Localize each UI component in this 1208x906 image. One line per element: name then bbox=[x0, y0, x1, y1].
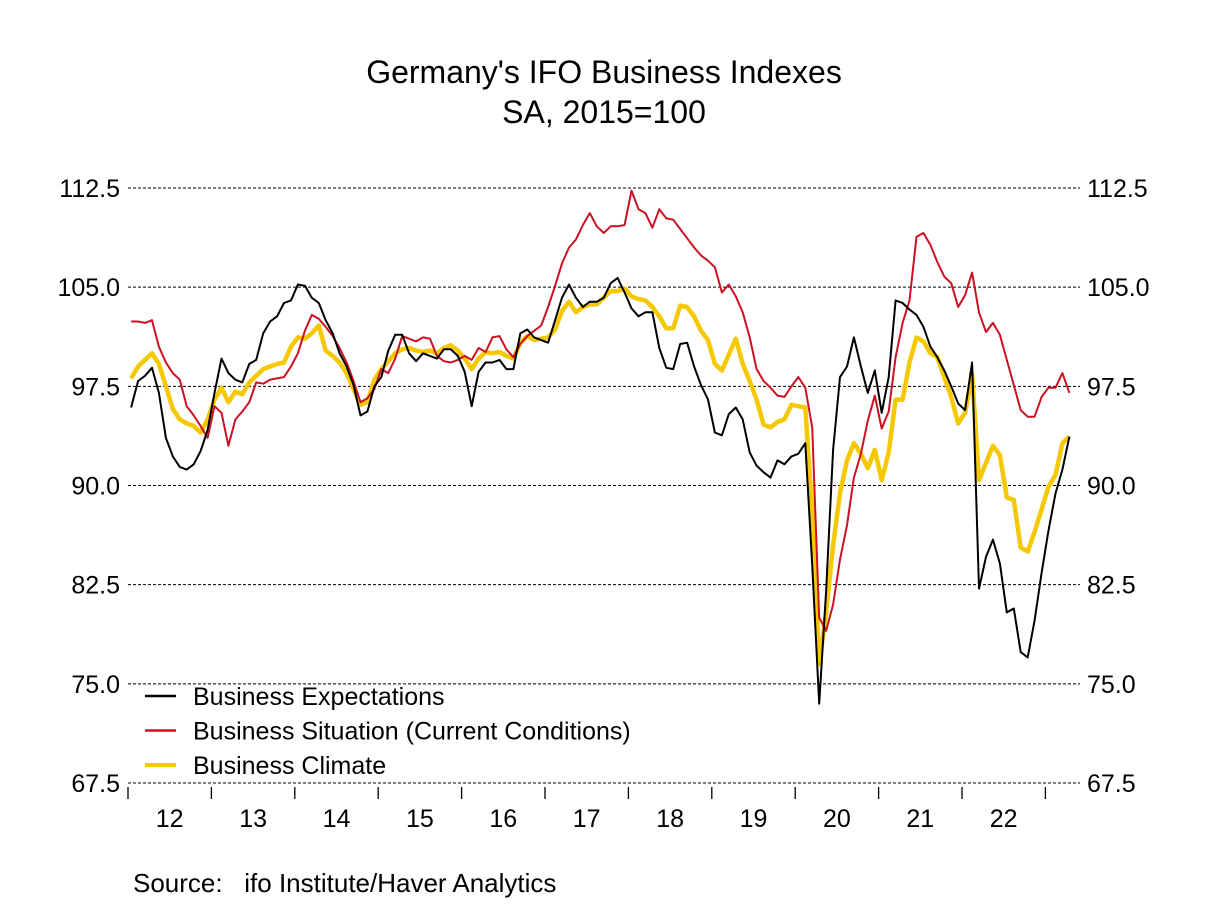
y-tick-label-left: 82.5 bbox=[71, 572, 120, 600]
y-axis-left: 67.5 75.0 82.5 90.0 97.5 105.0 112.5 bbox=[57, 175, 120, 798]
y-tick-label-left: 75.0 bbox=[71, 671, 120, 699]
x-tick-label: 16 bbox=[489, 805, 517, 833]
x-tick-label: 13 bbox=[239, 805, 267, 833]
y-tick-label-right: 90.0 bbox=[1087, 473, 1136, 501]
series-line-business-climate bbox=[129, 286, 1071, 667]
legend-label: Business Climate bbox=[193, 752, 386, 780]
y-tick-label-right: 105.0 bbox=[1087, 274, 1150, 302]
x-tick-label: 12 bbox=[156, 805, 184, 833]
legend-label: Business Situation (Current Conditions) bbox=[193, 718, 631, 746]
y-tick-label-right: 67.5 bbox=[1087, 770, 1136, 798]
x-tick-label: 22 bbox=[990, 805, 1018, 833]
x-tick-label: 19 bbox=[740, 805, 768, 833]
x-tick-label: 17 bbox=[573, 805, 601, 833]
y-tick-label-left: 97.5 bbox=[71, 373, 120, 401]
legend: Business Expectations Business Situation … bbox=[145, 683, 631, 780]
y-tick-label-right: 75.0 bbox=[1087, 671, 1136, 699]
y-axis-right: 67.5 75.0 82.5 90.0 97.5 105.0 112.5 bbox=[1087, 175, 1150, 798]
chart-subtitle: SA, 2015=100 bbox=[502, 94, 706, 130]
legend-label: Business Expectations bbox=[193, 683, 445, 711]
y-tick-label-right: 97.5 bbox=[1087, 373, 1136, 401]
x-axis: 12 13 14 15 16 17 18 19 20 21 22 bbox=[127, 787, 1047, 833]
gridlines bbox=[128, 187, 1080, 784]
x-tick-label: 18 bbox=[656, 805, 684, 833]
source-note: Source: ifo Institute/Haver Analytics bbox=[133, 868, 557, 898]
x-tick-label: 15 bbox=[406, 805, 434, 833]
chart-title: Germany's IFO Business Indexes bbox=[366, 54, 842, 90]
y-tick-label-left: 112.5 bbox=[59, 175, 120, 203]
y-tick-label-right: 112.5 bbox=[1087, 175, 1148, 203]
series-line-business-situation-current-conditions bbox=[131, 189, 1071, 632]
series-line-business-expectations bbox=[130, 276, 1071, 705]
series-lines bbox=[129, 189, 1071, 705]
x-tick-label: 21 bbox=[906, 805, 934, 833]
y-tick-label-left: 67.5 bbox=[71, 770, 120, 798]
y-tick-label-left: 90.0 bbox=[71, 473, 120, 501]
y-tick-label-left: 105.0 bbox=[57, 274, 120, 302]
x-tick-label: 14 bbox=[323, 805, 351, 833]
y-tick-label-right: 82.5 bbox=[1087, 572, 1136, 600]
x-tick-label: 20 bbox=[823, 805, 851, 833]
